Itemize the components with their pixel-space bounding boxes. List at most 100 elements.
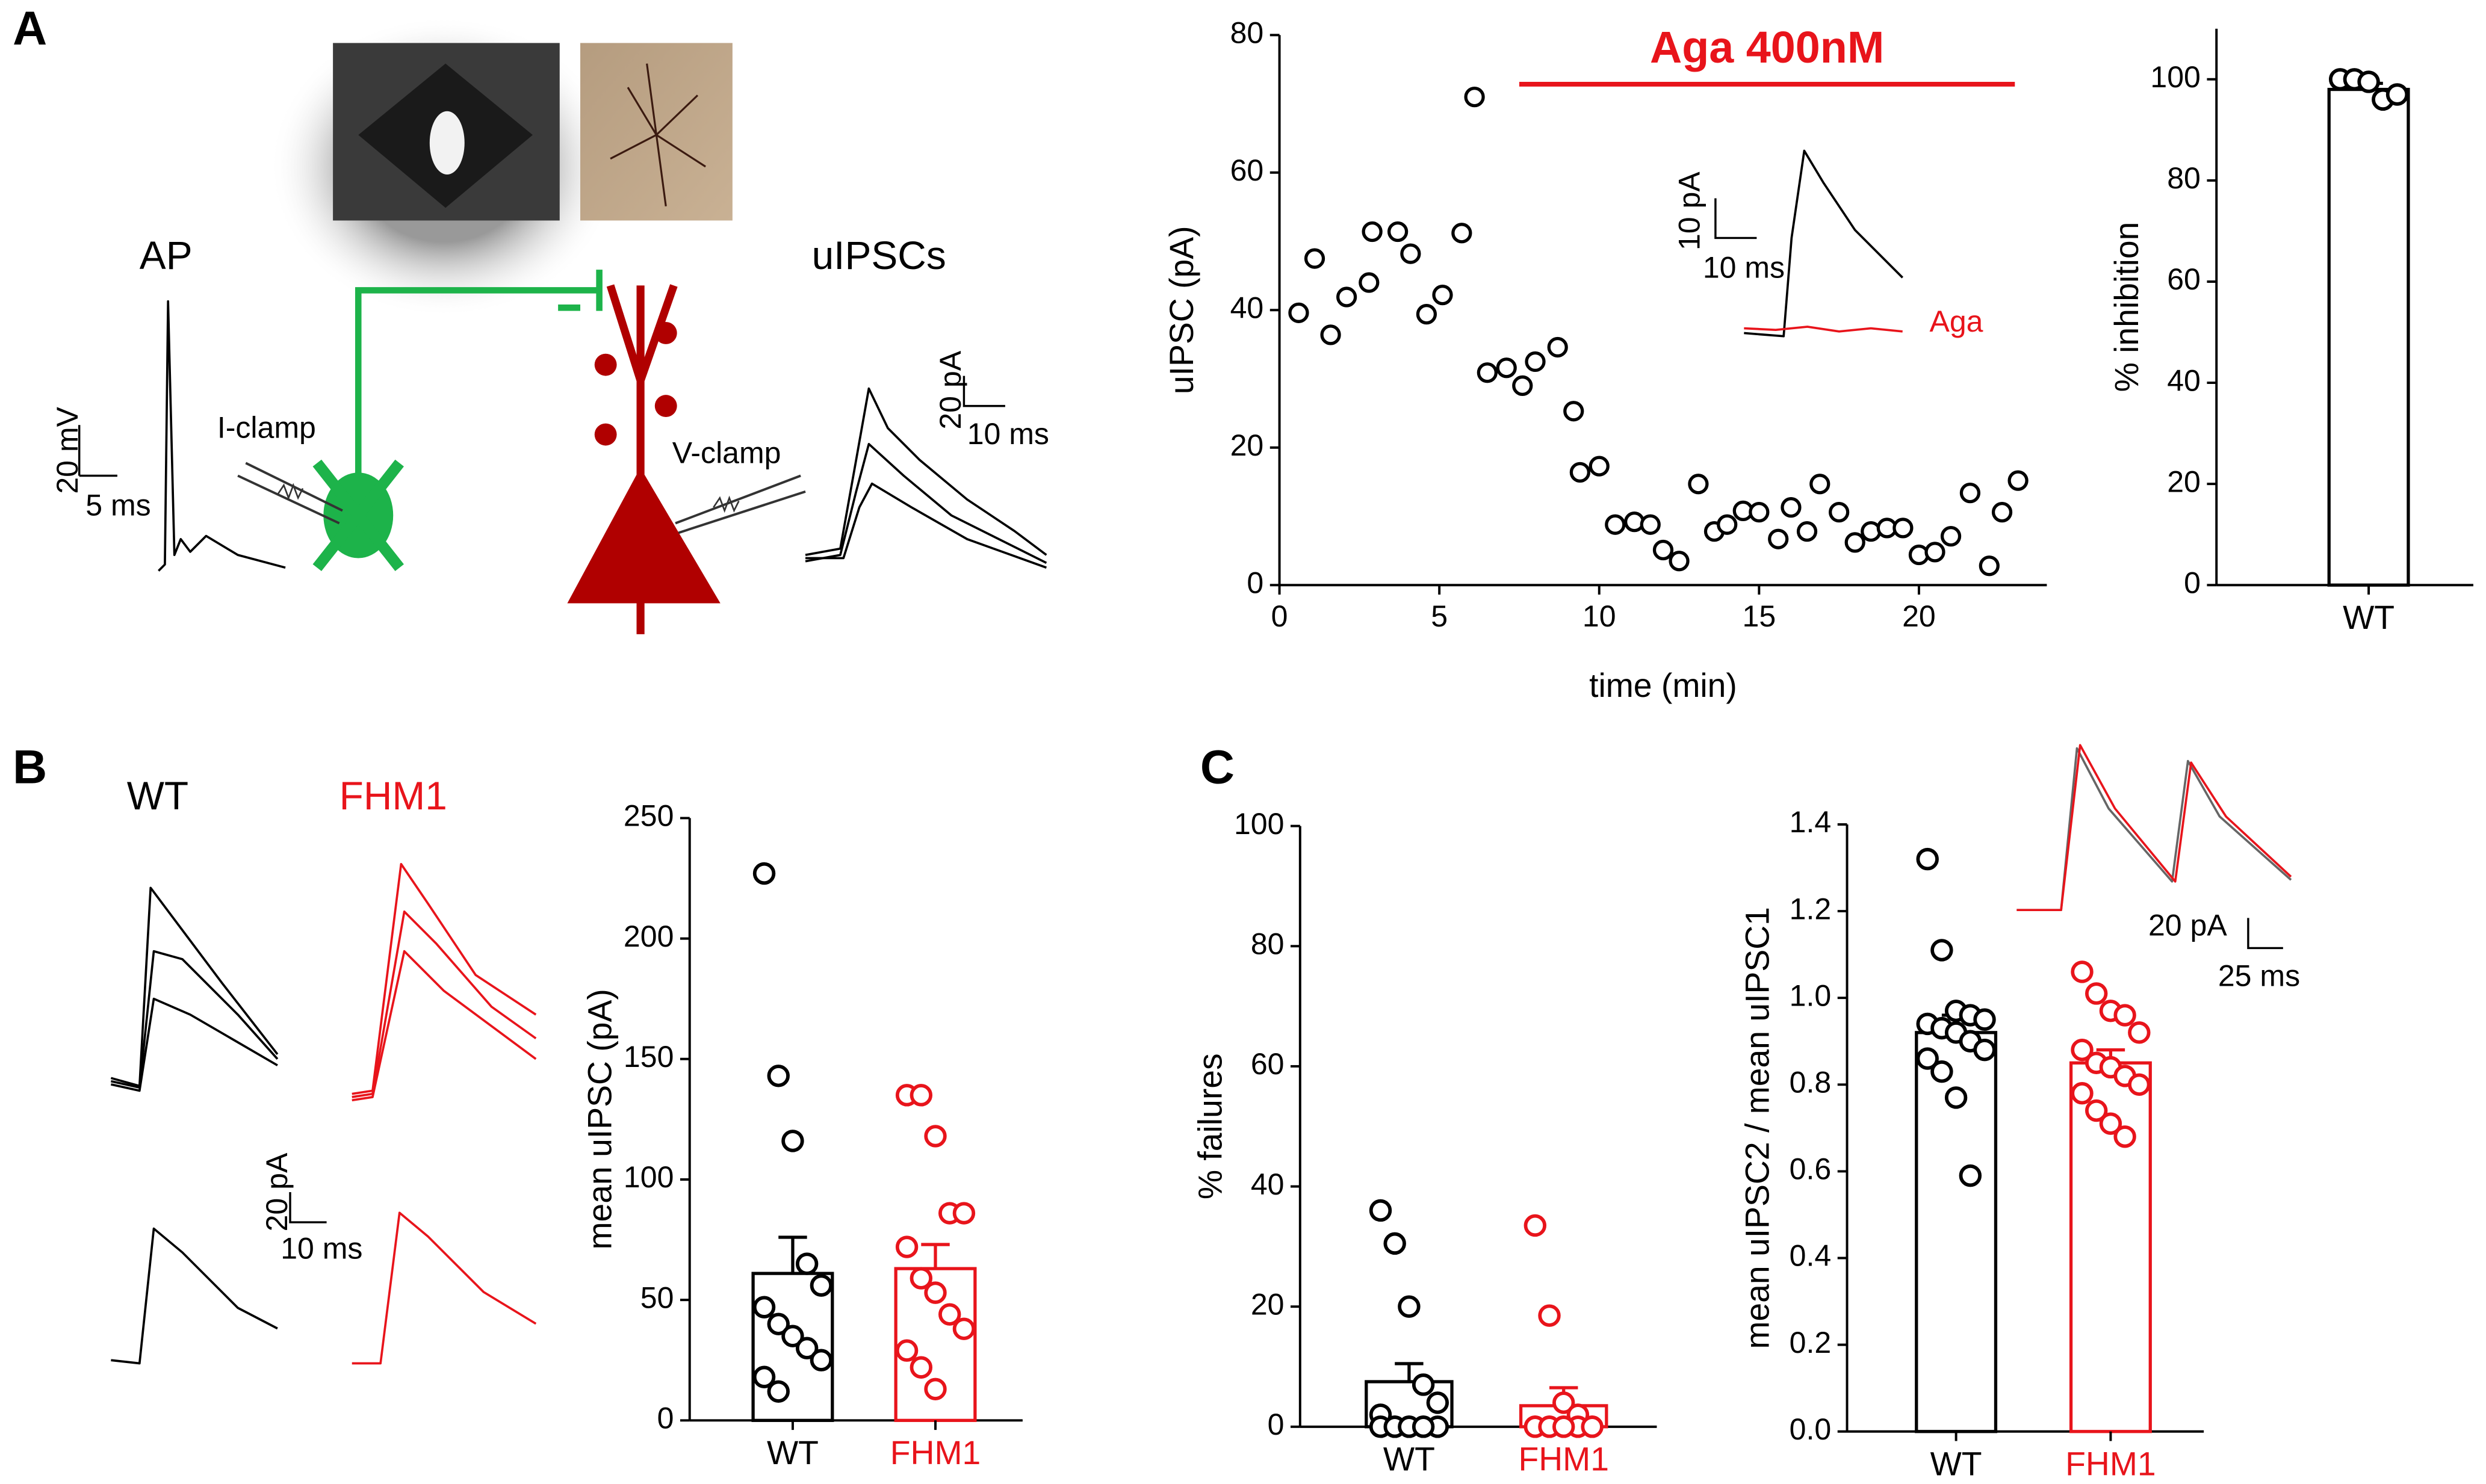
data-point [1717,514,1738,535]
y-tick-label: 1.2 [1790,892,1832,926]
data-point [1669,551,1690,572]
data-point [1512,375,1533,397]
data-point [895,1339,919,1362]
data-point [1652,539,1674,561]
y-tick-label: 20 [1251,1287,1285,1321]
y-tick-label: 0.2 [1790,1326,1832,1359]
data-point [752,1365,776,1388]
data-point [1552,1391,1575,1414]
x-tick-label: 10 [1582,599,1616,633]
data-point [1959,483,1981,504]
x-tick-label: 0 [1271,599,1288,633]
scale-bar [78,425,117,477]
x-tick-label: FHM1 [890,1434,981,1471]
data-point [1916,847,1939,871]
data-point [1552,1415,1575,1438]
data-point [1451,223,1472,244]
data-point [952,1317,976,1340]
scale-label: 20 pA [2148,908,2227,942]
panel-label: B [13,740,47,793]
y-tick-label: 80 [1251,927,1285,960]
label: V-clamp [672,436,781,469]
error-bar [921,1243,950,1269]
data-point [2007,470,2029,491]
scale-label: 10 ms [967,417,1049,451]
data-point [1369,1199,1392,1222]
data-point [2128,1073,2151,1096]
x-tick-label: WT [1383,1440,1435,1477]
y-tick-label: 0 [657,1402,674,1435]
y-tick-label: 0.0 [1790,1412,1832,1446]
fhm1-average [352,1211,537,1365]
data-point [1916,1047,1939,1070]
data-point [1581,1415,1604,1438]
ap-trace [158,300,286,572]
data-point [1416,303,1437,325]
data-point [767,1380,790,1403]
y-tick-label: 0 [1268,1408,1285,1441]
data-point [1605,514,1626,535]
wt-average [111,1227,278,1365]
data-point [2099,1112,2122,1135]
y-tick-label: 80 [1230,16,1264,49]
x-tick-label: 20 [1902,599,1936,633]
data-point [767,1065,790,1087]
y-tick-label: 150 [624,1040,674,1074]
data-point [1991,502,2013,523]
data-point [1432,284,1453,306]
data-point [810,1349,833,1371]
data-point [1809,474,1830,495]
panel-label: C [1200,740,1235,793]
data-point [1892,518,1914,539]
bar [2327,87,2410,587]
y-tick-label: 0 [1247,566,1263,599]
data-point [938,1303,961,1326]
y-tick-label: 40 [1251,1167,1285,1201]
data-point [1464,86,1485,108]
data-point [810,1274,833,1297]
data-point [752,1296,776,1319]
scale-label: 20 mV [51,406,84,493]
y-tick-label: 60 [2167,262,2201,296]
data-point [910,1084,933,1107]
data-point [1547,336,1568,358]
inset-trace [1744,326,1903,333]
label: AP [140,233,193,277]
data-point [2113,1004,2136,1027]
wt-pair-trace [2016,747,2292,912]
uipsc-trace [805,387,1047,557]
scale-label: 10 ms [281,1232,362,1266]
data-point [1426,1391,1449,1414]
x-tick-label: WT [767,1434,819,1471]
data-point [1979,555,2000,577]
data-point [1973,1038,1996,1062]
data-point [2357,70,2380,93]
axon [355,287,600,504]
data-point [1524,1214,1547,1237]
data-point [2385,83,2409,106]
scale-label: 20 pA [934,350,967,429]
data-point [1924,542,1945,563]
data-point [781,1325,804,1347]
data-point [1829,502,1850,523]
y-tick-label: 40 [1230,291,1264,324]
x-tick-label: FHM1 [1518,1440,1609,1477]
inset-trace [1744,149,1904,338]
data-point [1944,1086,1968,1109]
data-point [1930,939,1953,962]
y-tick-label: 20 [2167,465,2201,498]
x-tick-label: WT [2343,599,2395,636]
y-tick-label: 1.0 [1790,979,1832,1012]
scale-label: 20 pA [260,1152,294,1231]
data-point [1359,272,1380,293]
data-point [1320,324,1341,345]
inset-scale [1714,198,1757,240]
data-point [910,1356,933,1379]
label: uIPSCs [812,233,946,277]
data-point [2128,1021,2151,1044]
data-point [1336,286,1357,308]
x-tick-label: WT [1930,1445,1982,1482]
x-axis-label: time (min) [1589,667,1737,704]
